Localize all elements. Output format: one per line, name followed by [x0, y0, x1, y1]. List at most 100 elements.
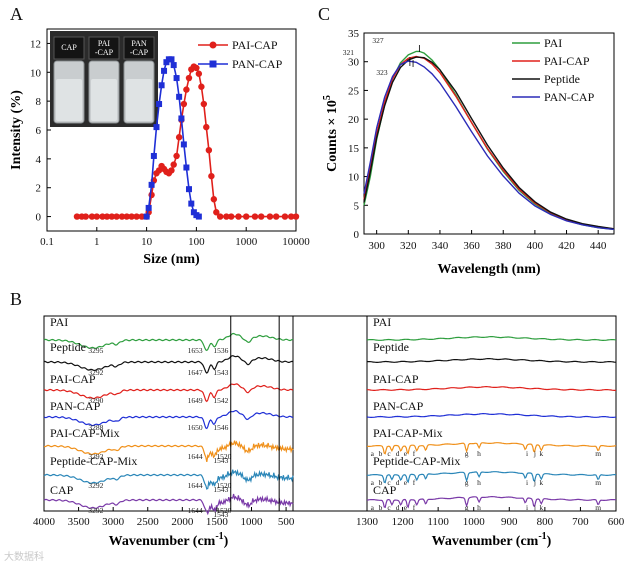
y-tick-label: 35 — [348, 28, 360, 40]
data-point — [292, 213, 300, 220]
data-point — [170, 161, 177, 168]
legend-label: PAI — [544, 36, 562, 50]
x-tick-label: 500 — [278, 516, 295, 528]
peak-label: 3292 — [88, 481, 103, 490]
band-letter: d — [396, 503, 400, 512]
data-point — [210, 196, 218, 203]
data-point — [173, 75, 180, 82]
band-letter: k — [539, 478, 543, 487]
spectrum-label: PAI — [50, 315, 68, 329]
band-letter: m — [595, 449, 601, 458]
data-point — [205, 147, 213, 154]
peak-label: 3288 — [88, 423, 103, 432]
data-point — [150, 152, 157, 159]
spectrum-line — [43, 493, 294, 516]
band-letter: h — [477, 503, 481, 512]
spectrum-line — [366, 496, 617, 509]
data-point — [88, 213, 96, 220]
spectrum-pai: PAI 3295 1653 1536 — [43, 315, 294, 355]
peak-label: 1520 — [216, 481, 231, 490]
spectrum-label: PAN-CAP — [50, 399, 101, 413]
y-tick-label: 20 — [348, 114, 360, 126]
data-point — [176, 93, 183, 100]
data-point — [183, 86, 190, 93]
spectrum-pan-cap: PAN-CAP — [366, 399, 617, 418]
zoom-connector-lines — [230, 315, 367, 512]
band-letter: f — [413, 478, 416, 487]
spectrum-label: PAI-CAP — [373, 372, 419, 386]
peak-annotation: 323 — [376, 68, 388, 77]
panel-letter-c: C — [318, 4, 330, 24]
y-tick-label: 25 — [348, 85, 360, 97]
spectrum-label: Peptide-CAP-Mix — [50, 454, 137, 468]
series-line-pan-cap — [363, 60, 615, 231]
data-point — [156, 101, 163, 108]
y-tick-label: 2 — [36, 183, 42, 195]
spectrum-peptide: Peptide 3292 1647 1543 — [43, 340, 294, 377]
x-tick-label: 700 — [572, 516, 589, 528]
vial-label: -CAP — [95, 48, 114, 57]
data-point — [188, 200, 195, 207]
vial-liquid — [91, 79, 117, 121]
spectrum-label: CAP — [373, 483, 397, 497]
vial-label: -CAP — [130, 48, 149, 57]
x-tick-label: 10 — [141, 236, 153, 248]
y-tick-label: 5 — [354, 200, 360, 212]
band-letter: c — [387, 449, 391, 458]
x-axis-title-part: Wavenumber (cm — [109, 534, 216, 549]
data-point — [143, 213, 150, 220]
data-point — [161, 67, 168, 74]
vial-cap — [123, 36, 155, 60]
band-letter: g — [465, 449, 469, 458]
vial-liquid — [56, 79, 82, 121]
vial-cap — [88, 36, 120, 60]
data-point — [93, 213, 101, 220]
vial-cap — [53, 36, 85, 60]
x-axis-title-part: Wavenumber (cm — [432, 534, 539, 549]
band-letter: a — [371, 478, 375, 487]
band-letter: k — [539, 449, 543, 458]
peak-label: 3292 — [88, 452, 103, 461]
data-point — [235, 213, 242, 220]
peak-label: 3292 — [88, 506, 103, 515]
data-point — [82, 213, 89, 220]
band-letter: d — [396, 449, 400, 458]
legend-marker — [209, 41, 217, 49]
spectrum-label: PAI-CAP — [50, 372, 96, 386]
x-tick-label: 10000 — [282, 236, 310, 248]
vial-1: CAP — [53, 36, 85, 124]
spectrum-label: PAN-CAP — [373, 399, 424, 413]
data-point — [195, 213, 202, 220]
data-point — [148, 181, 155, 188]
data-point — [158, 82, 165, 89]
peak-label: 1543 — [213, 510, 228, 519]
band-letter: i — [526, 478, 528, 487]
legend-label: PAN-CAP — [544, 90, 595, 104]
band-letter: f — [413, 449, 416, 458]
legend: PAI-CAP PAN-CAP — [198, 38, 283, 71]
peak-annotation: 321 — [343, 48, 355, 57]
chart-b-ftir-zoom: 1300 1200 1100 1000 900 800 700 600 Wavenumber (… — [356, 315, 625, 549]
chart-c-fluorescence: 300 320 340 360 380 400 420 440 0 5 10 15 20 25 30 35 Wa… — [322, 28, 615, 277]
data-point — [223, 213, 230, 220]
band-letter: h — [477, 478, 481, 487]
peak-label: 1520 — [216, 452, 231, 461]
spectrum-line — [43, 332, 294, 352]
peak-label: 1653 — [188, 346, 203, 355]
data-point — [213, 209, 220, 216]
band-letter: d — [396, 478, 400, 487]
band-letter: c — [387, 503, 391, 512]
legend: PAI PAI-CAP Peptide PAN-CAP — [512, 36, 595, 104]
peak-label: 1542 — [213, 396, 228, 405]
spectrum-line — [43, 355, 294, 374]
data-point — [257, 213, 265, 220]
spectrum-pai-cap: PAI-CAP 3290 1649 1542 — [43, 372, 294, 405]
peak-label: 1543 — [213, 456, 228, 465]
x-tick-label: 1000 — [241, 516, 264, 528]
x-tick-label: 440 — [590, 240, 607, 252]
peak-label: 1644 — [188, 481, 203, 490]
x-tick-label: 2500 — [137, 516, 160, 528]
data-point — [281, 213, 289, 220]
y-tick-label: 4 — [36, 154, 42, 166]
